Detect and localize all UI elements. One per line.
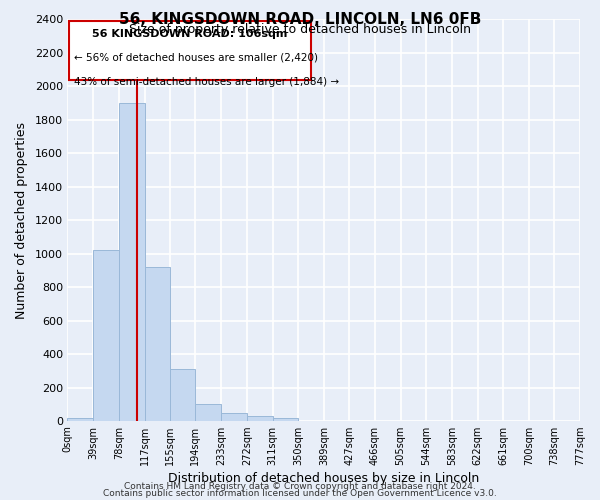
Text: ← 56% of detached houses are smaller (2,420): ← 56% of detached houses are smaller (2,… <box>74 53 318 63</box>
Text: Size of property relative to detached houses in Lincoln: Size of property relative to detached ho… <box>129 22 471 36</box>
Text: 56 KINGSDOWN ROAD: 106sqm: 56 KINGSDOWN ROAD: 106sqm <box>92 28 288 38</box>
Text: 56, KINGSDOWN ROAD, LINCOLN, LN6 0FB: 56, KINGSDOWN ROAD, LINCOLN, LN6 0FB <box>119 12 481 28</box>
X-axis label: Distribution of detached houses by size in Lincoln: Distribution of detached houses by size … <box>168 472 479 485</box>
Text: Contains public sector information licensed under the Open Government Licence v3: Contains public sector information licen… <box>103 488 497 498</box>
Bar <box>221 413 247 422</box>
Bar <box>247 416 272 422</box>
Bar <box>170 368 196 422</box>
FancyBboxPatch shape <box>68 20 311 80</box>
Bar <box>119 103 145 422</box>
Y-axis label: Number of detached properties: Number of detached properties <box>15 122 28 318</box>
Bar <box>93 250 119 422</box>
Bar <box>145 267 170 422</box>
Bar <box>196 404 221 421</box>
Bar <box>272 418 298 422</box>
Bar <box>67 418 93 422</box>
Text: Contains HM Land Registry data © Crown copyright and database right 2024.: Contains HM Land Registry data © Crown c… <box>124 482 476 491</box>
Text: 43% of semi-detached houses are larger (1,884) →: 43% of semi-detached houses are larger (… <box>74 77 339 87</box>
